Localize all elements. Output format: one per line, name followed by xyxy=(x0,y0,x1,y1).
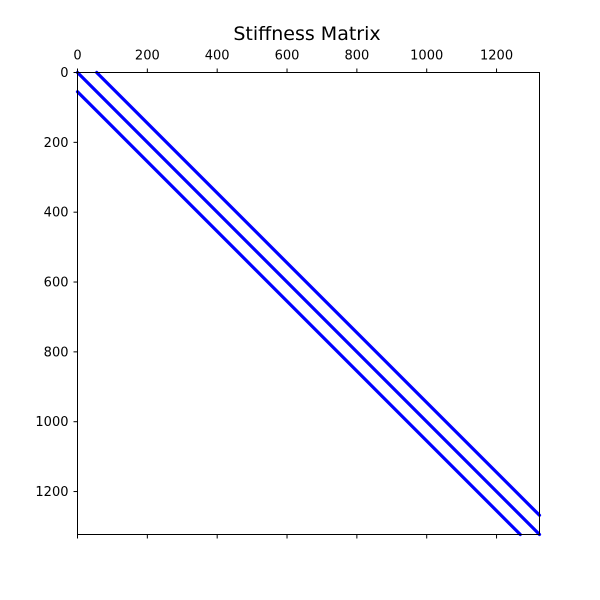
y-tick-label: 600 xyxy=(44,276,69,291)
nonzero-band-1 xyxy=(75,70,542,537)
x-tick-label: 200 xyxy=(135,49,160,64)
nonzero-band-3 xyxy=(75,90,522,537)
y-tick-label: 0 xyxy=(60,66,68,81)
x-tick-label: 0 xyxy=(73,49,81,64)
y-tick-label: 1200 xyxy=(35,485,68,500)
x-tick-label: 1200 xyxy=(480,49,513,64)
axis-ticks: 0 200 400 600 800 1000 1200 0 200 400 600 800 1000 12… xyxy=(35,49,513,539)
y-tick-label: 800 xyxy=(44,345,69,360)
chart-title: Stiffness Matrix xyxy=(233,23,380,45)
x-tick-label: 400 xyxy=(205,49,230,64)
x-tick-label: 600 xyxy=(275,49,300,64)
y-tick-label: 400 xyxy=(44,206,69,221)
x-tick-label: 800 xyxy=(344,49,369,64)
y-tick-label: 1000 xyxy=(35,415,68,430)
sparsity-pattern xyxy=(75,70,542,537)
nonzero-band-2 xyxy=(95,70,542,517)
x-tick-label: 1000 xyxy=(410,49,443,64)
plot-frame xyxy=(77,72,540,535)
y-tick-label: 200 xyxy=(44,136,69,151)
